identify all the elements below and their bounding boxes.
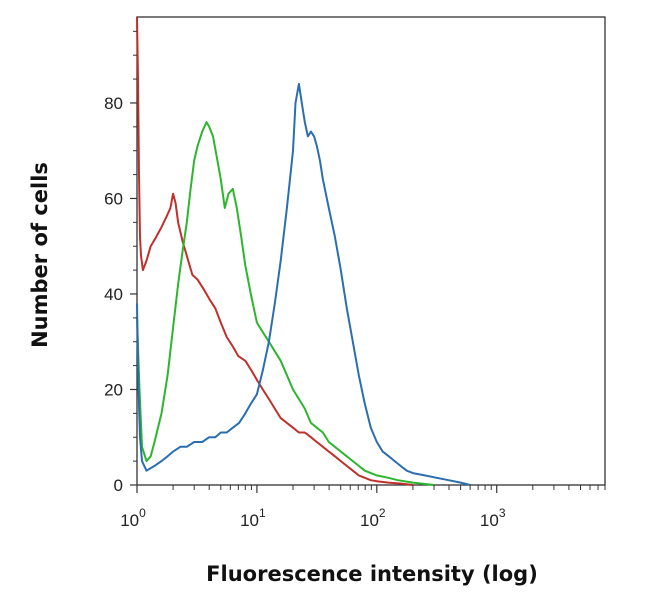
series-line-blue <box>136 82 471 486</box>
y-axis-title: Number of cells <box>28 162 52 348</box>
x-tick-label: 102 <box>360 506 386 530</box>
y-tick-label: 60 <box>104 189 123 208</box>
series-line-red <box>136 16 414 486</box>
y-tick-label: 0 <box>114 476 123 495</box>
series-layer <box>136 16 471 486</box>
series-line-green <box>136 121 435 486</box>
x-axis-title: Fluorescence intensity (log) <box>206 562 538 586</box>
y-tick-label: 40 <box>104 285 123 304</box>
plot-border <box>136 16 606 486</box>
x-tick-label: 100 <box>120 506 146 530</box>
x-tick-label: 101 <box>240 506 266 530</box>
x-tick-label: 103 <box>480 506 506 530</box>
y-tick-label: 80 <box>104 94 123 113</box>
ticks-layer <box>130 30 606 493</box>
y-tick-label: 20 <box>104 380 123 399</box>
plot-frame <box>136 16 606 486</box>
labels-layer: 0 20 40 60 80 100 101 102 103 <box>104 94 506 530</box>
